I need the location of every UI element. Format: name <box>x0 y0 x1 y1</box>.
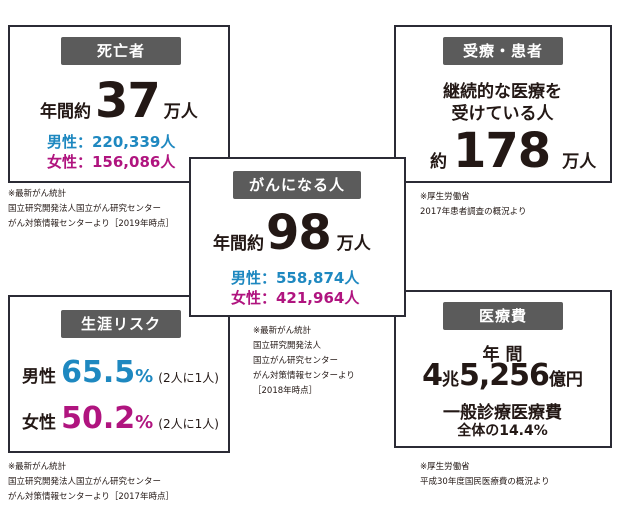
death-source: ※最新がん統計 国立研究開発法人国立がん研究センター がん対策情報センターより［… <box>8 189 174 229</box>
patients-card: 受療・患者 継続的な医療を 受けている人 約 178 万人 <box>394 25 612 183</box>
risk-card: 生涯リスク 男性 65.5% (2人に1人) 女性 50.2% (2人に1人) <box>8 295 230 453</box>
cancer-source: ※最新がん統計 国立研究開発法人 国立がん研究センター がん対策情報センターより… <box>253 326 355 396</box>
cost-card: 医療費 年 間 4兆5,256億円 一般診療医療費 全体の14.4% <box>394 290 612 448</box>
patients-unit: 万人 <box>562 152 597 172</box>
patients-line1: 継続的な医療を <box>443 82 562 102</box>
death-card: 死亡者 年間約37 万人 男性：220,339人 女性：156,086人 <box>8 25 230 183</box>
risk-male-value: 65.5 <box>61 355 136 390</box>
patients-prefix: 約 <box>430 152 447 172</box>
cost-line3: 一般診療医療費 <box>443 403 562 423</box>
cancer-male: 男性：558,874人 <box>231 269 360 287</box>
cost-u1: 兆 <box>441 370 459 390</box>
cost-line1: 年 間 <box>482 345 523 365</box>
cost-line4: 全体の14.4% <box>457 423 548 439</box>
patients-tag: 受療・患者 <box>443 37 563 65</box>
risk-male-unit: % <box>135 366 154 387</box>
cancer-number: 98 <box>266 205 332 261</box>
patients-source: ※厚生労働省 2017年患者調査の概況より <box>420 192 527 217</box>
patients-line2: 受けている人 <box>451 104 554 124</box>
cost-amount: 4兆5,256億円 <box>396 358 609 393</box>
death-number: 37 <box>95 73 161 129</box>
cancer-total: 年間約98 万人 <box>213 205 371 261</box>
death-tag: 死亡者 <box>61 37 181 65</box>
cancer-card: がんになる人 年間約98 万人 男性：558,874人 女性：421,964人 <box>189 157 406 317</box>
death-prefix: 年間約 <box>40 102 91 122</box>
cancer-female: 女性：421,964人 <box>231 289 360 307</box>
cancer-unit: 万人 <box>336 234 371 254</box>
risk-male-label: 男性 <box>22 367 56 387</box>
death-total: 年間約37 万人 <box>40 73 198 129</box>
risk-female-row: 女性 50.2% (2人に1人) <box>22 401 219 436</box>
risk-male-row: 男性 65.5% (2人に1人) <box>22 355 219 390</box>
risk-tag: 生涯リスク <box>61 310 181 338</box>
cost-u2: 億円 <box>548 370 583 390</box>
death-male: 男性：220,339人 <box>47 133 176 151</box>
risk-female-label: 女性 <box>22 413 56 433</box>
risk-female-note: (2人に1人) <box>158 417 219 431</box>
patients-total: 約 178 万人 <box>430 123 596 179</box>
patients-number: 178 <box>453 123 551 179</box>
cancer-tag: がんになる人 <box>233 171 361 199</box>
cost-n2: 5,256 <box>458 358 550 393</box>
death-female: 女性：156,086人 <box>47 153 176 171</box>
death-unit: 万人 <box>163 102 198 122</box>
risk-male-note: (2人に1人) <box>158 371 219 385</box>
cost-n1: 4 <box>422 358 443 393</box>
risk-female-unit: % <box>135 412 154 433</box>
cost-tag: 医療費 <box>443 302 563 330</box>
cancer-prefix: 年間約 <box>213 234 264 254</box>
risk-female-value: 50.2 <box>61 401 136 436</box>
cost-source: ※厚生労働省 平成30年度国民医療費の概況より <box>420 462 550 487</box>
risk-source: ※最新がん統計 国立研究開発法人国立がん研究センター がん対策情報センターより［… <box>8 462 174 502</box>
